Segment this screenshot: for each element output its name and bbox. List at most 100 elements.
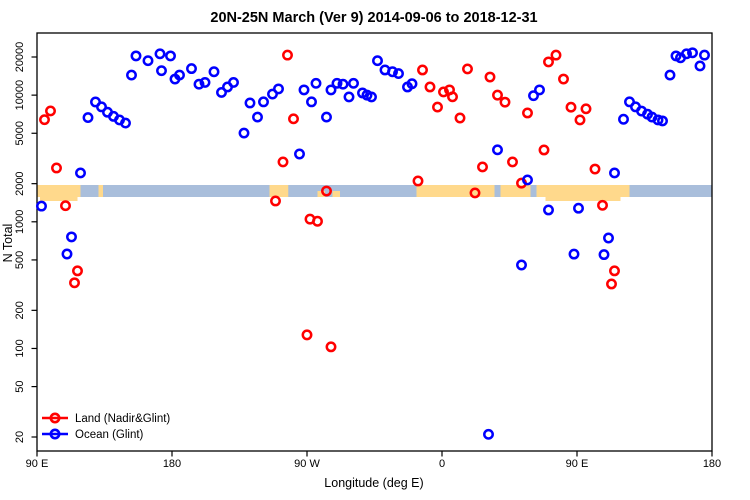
x-tick-label: 90 E bbox=[26, 458, 49, 470]
legend-label-ocean: Ocean (Glint) bbox=[75, 429, 144, 441]
data-point bbox=[609, 265, 620, 277]
x-tick-label: 90 W bbox=[294, 458, 320, 470]
data-point bbox=[288, 113, 299, 125]
data-point bbox=[325, 341, 337, 353]
data-point bbox=[477, 161, 488, 173]
x-axis-label: Longitude (deg E) bbox=[324, 476, 423, 490]
y-axis-label: N Total bbox=[1, 224, 15, 263]
band-land bbox=[98, 185, 103, 197]
data-point bbox=[120, 117, 131, 129]
map-band bbox=[37, 185, 712, 201]
y-tick-label: 200 bbox=[14, 301, 26, 319]
data-point bbox=[387, 66, 398, 78]
band-land bbox=[500, 185, 531, 197]
axes: 90 E 180 90 W 0 90 E 180 20 50 100 200 500 1000 2000… bbox=[14, 42, 721, 470]
data-point bbox=[699, 49, 710, 61]
data-point bbox=[492, 144, 503, 156]
data-point bbox=[69, 277, 80, 289]
data-point bbox=[258, 96, 269, 108]
data-point bbox=[687, 47, 698, 59]
data-point bbox=[589, 163, 601, 175]
data-point bbox=[528, 90, 539, 102]
data-point bbox=[96, 101, 107, 113]
band-land-bump bbox=[545, 197, 621, 201]
data-point bbox=[325, 84, 337, 96]
data-point bbox=[424, 81, 436, 93]
data-point bbox=[321, 111, 332, 123]
data-point bbox=[543, 56, 554, 68]
data-point bbox=[45, 105, 56, 117]
data-point bbox=[652, 114, 664, 126]
data-point bbox=[216, 86, 227, 98]
data-point bbox=[568, 248, 580, 260]
data-point bbox=[310, 77, 322, 89]
band-land bbox=[536, 185, 630, 197]
data-point bbox=[82, 112, 94, 124]
legend-marker-land bbox=[42, 412, 68, 424]
data-point bbox=[321, 185, 332, 197]
band-land bbox=[416, 185, 495, 197]
data-point bbox=[597, 199, 608, 211]
data-point bbox=[516, 259, 527, 271]
data-point bbox=[252, 111, 263, 123]
legend-label-land: Land (Nadir&Glint) bbox=[75, 413, 170, 425]
data-point bbox=[603, 232, 614, 244]
data-point bbox=[36, 200, 47, 212]
data-point bbox=[606, 278, 617, 290]
data-point bbox=[228, 76, 239, 88]
data-point bbox=[664, 69, 676, 81]
data-point bbox=[238, 127, 250, 139]
band-land bbox=[37, 185, 81, 197]
data-point bbox=[277, 156, 289, 168]
data-point bbox=[522, 174, 533, 186]
data-point bbox=[142, 55, 154, 67]
legend-marker-ocean bbox=[42, 428, 68, 440]
band-land-speck bbox=[317, 191, 325, 197]
data-point bbox=[199, 76, 211, 88]
data-point bbox=[66, 231, 77, 243]
data-point bbox=[573, 202, 584, 214]
series-land bbox=[39, 49, 620, 353]
data-point bbox=[543, 204, 554, 216]
data-point bbox=[270, 195, 281, 207]
data-point bbox=[298, 84, 310, 96]
data-point bbox=[522, 107, 533, 119]
data-point bbox=[417, 64, 428, 76]
band-land-speck bbox=[332, 191, 340, 197]
data-point bbox=[681, 48, 692, 60]
x-tick-label: 180 bbox=[163, 458, 181, 470]
data-point bbox=[565, 101, 577, 113]
y-tick-label: 10000 bbox=[14, 80, 26, 111]
data-point bbox=[366, 91, 377, 103]
y-tick-label: 2000 bbox=[14, 171, 26, 195]
data-point bbox=[372, 55, 383, 67]
band-land bbox=[269, 185, 289, 197]
y-tick-label: 50 bbox=[14, 380, 26, 392]
y-tick-label: 20 bbox=[14, 431, 26, 443]
data-point bbox=[165, 50, 176, 62]
band-land-bump bbox=[40, 197, 78, 201]
data-point bbox=[60, 200, 71, 212]
data-point bbox=[507, 156, 518, 168]
series-ocean bbox=[36, 47, 710, 440]
y-tick-label: 100 bbox=[14, 339, 26, 357]
data-point bbox=[130, 50, 142, 62]
data-point bbox=[432, 101, 443, 113]
data-point bbox=[208, 66, 220, 78]
plot-border bbox=[36, 32, 713, 452]
data-point bbox=[39, 114, 50, 126]
data-point bbox=[406, 78, 418, 90]
data-point bbox=[174, 69, 185, 81]
data-point bbox=[193, 78, 205, 90]
data-point bbox=[61, 248, 73, 260]
scatter-points bbox=[36, 47, 710, 440]
data-point bbox=[51, 162, 62, 174]
data-point bbox=[484, 71, 496, 83]
data-point bbox=[282, 49, 293, 61]
data-point bbox=[348, 77, 359, 89]
data-point bbox=[306, 96, 317, 108]
data-point bbox=[462, 63, 473, 75]
data-point bbox=[447, 91, 458, 103]
data-point bbox=[294, 148, 305, 160]
y-tick-label: 5000 bbox=[14, 121, 26, 145]
